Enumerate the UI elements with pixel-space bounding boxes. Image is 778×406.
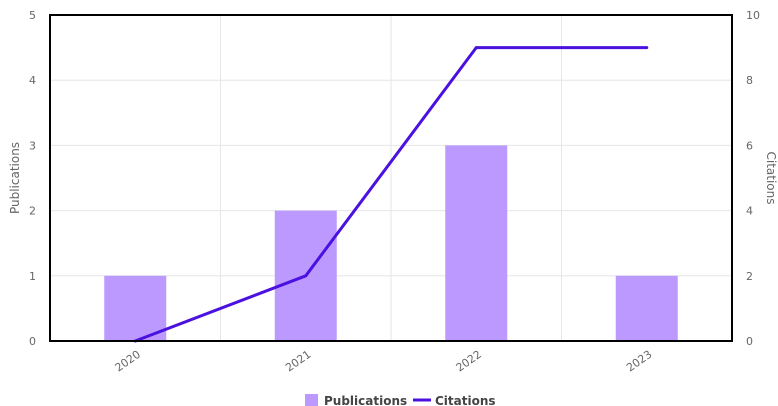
- right-tick-label: 0: [746, 335, 753, 348]
- legend-publications-swatch: [305, 394, 318, 406]
- right-tick-label: 4: [746, 205, 753, 218]
- bar-publications-2022: [445, 145, 508, 341]
- left-axis-title: Publications: [8, 142, 22, 214]
- left-tick-label: 3: [29, 139, 36, 152]
- citations-point-2021: [304, 274, 308, 278]
- legend: Publications Citations: [305, 394, 496, 406]
- left-tick-label: 1: [29, 270, 36, 283]
- right-axis-ticks: 0 2 4 6 8 10: [746, 9, 760, 348]
- left-tick-label: 5: [29, 9, 36, 22]
- x-tick-label: 2023: [624, 348, 654, 375]
- right-tick-label: 10: [746, 9, 760, 22]
- right-tick-label: 2: [746, 270, 753, 283]
- plot-frame: [49, 14, 733, 342]
- left-axis-ticks: 0 1 2 3 4 5: [29, 9, 36, 348]
- left-tick-label: 4: [29, 74, 36, 87]
- x-tick-label: 2021: [283, 348, 313, 375]
- right-tick-label: 6: [746, 139, 753, 152]
- citations-point-2022: [474, 46, 478, 50]
- legend-publications-label: Publications: [324, 394, 407, 406]
- left-tick-label: 2: [29, 205, 36, 218]
- right-axis-title: Citations: [764, 151, 778, 204]
- bar-publications-2023: [615, 275, 678, 341]
- citations-point-2023: [645, 46, 649, 50]
- x-axis-ticks: 2020 2021 2022 2023: [113, 348, 655, 375]
- legend-citations-label: Citations: [435, 394, 496, 406]
- left-tick-label: 0: [29, 335, 36, 348]
- right-tick-label: 8: [746, 74, 753, 87]
- x-tick-label: 2020: [113, 348, 143, 375]
- bar-publications-2020: [104, 275, 167, 341]
- publications-bars: [104, 145, 678, 341]
- x-tick-label: 2022: [454, 348, 484, 375]
- citations-line: [134, 46, 647, 343]
